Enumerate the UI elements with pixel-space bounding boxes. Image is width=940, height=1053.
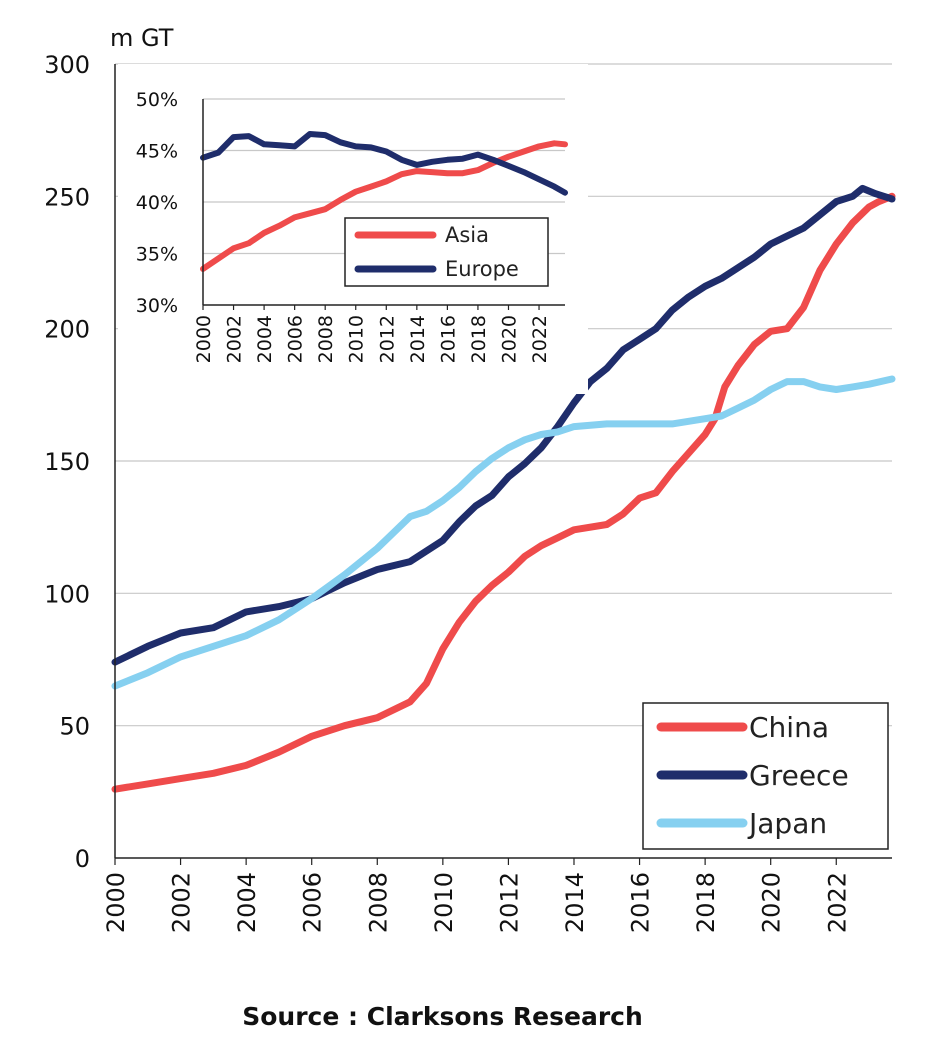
- x-tick-label: 2000: [193, 315, 215, 363]
- x-tick-label: 2004: [254, 315, 276, 363]
- y-tick-label: 200: [44, 316, 90, 344]
- series-line-japan: [111, 375, 896, 690]
- x-tick-label: 2016: [437, 315, 459, 363]
- x-tick-label: 2022: [529, 315, 551, 363]
- main-axes: 0 50 100 150 200 250 300 2000 2002 2004 2006 2008 20…: [44, 51, 892, 933]
- x-tick-label: 2018: [692, 872, 720, 933]
- main-y-axis-unit-label: m GT: [110, 24, 174, 52]
- series-line-china: [111, 192, 896, 793]
- x-tick-label: 2008: [315, 315, 337, 363]
- legend-label-china: China: [749, 711, 829, 744]
- y-tick-label: 50: [59, 713, 90, 741]
- x-tick-label: 2014: [407, 315, 429, 363]
- y-tick-label: 35%: [136, 244, 178, 266]
- y-tick-label: 250: [44, 183, 90, 211]
- legend-label-greece: Greece: [749, 759, 849, 792]
- x-tick-label: 2016: [627, 872, 655, 933]
- source-note: Source : Clarksons Research: [242, 1002, 643, 1031]
- main-series-lines: [111, 184, 896, 793]
- x-tick-label: 2020: [498, 315, 520, 363]
- x-tick-label: 2006: [299, 872, 327, 933]
- x-tick-label: 2020: [758, 872, 786, 933]
- legend-label-europe: Europe: [445, 257, 519, 281]
- inset-legend: Asia Europe: [344, 217, 549, 287]
- y-tick-label: 40%: [136, 192, 178, 214]
- x-tick-label: 2010: [430, 872, 458, 933]
- inset-chart: 30% 35% 40% 45% 50% 2000 2002 2004 2006 2008 2010 2…: [118, 64, 588, 394]
- series-line-asia: [200, 140, 568, 272]
- y-tick-label: 150: [44, 448, 90, 476]
- x-tick-label: 2002: [224, 315, 246, 363]
- y-tick-label: 0: [75, 845, 90, 873]
- legend-label-asia: Asia: [445, 223, 489, 247]
- x-tick-label: 2008: [364, 872, 392, 933]
- y-tick-label: 45%: [136, 141, 178, 163]
- inset-axes: 30% 35% 40% 45% 50% 2000 2002 2004 2006 2008 2010 2…: [136, 89, 565, 363]
- x-tick-label: 2018: [468, 315, 490, 363]
- x-tick-label: 2014: [561, 872, 589, 933]
- inset-series-lines: [200, 131, 568, 272]
- x-tick-label: 2004: [233, 872, 261, 933]
- x-tick-label: 2012: [376, 315, 398, 363]
- x-tick-label: 2002: [168, 872, 196, 933]
- x-tick-label: 2010: [346, 315, 368, 363]
- y-tick-label: 100: [44, 580, 90, 608]
- x-tick-label: 2000: [102, 872, 130, 933]
- main-legend: China Greece Japan: [642, 702, 889, 850]
- main-chart: 0 50 100 150 200 250 300 2000 2002 2004 2006 2008 20…: [44, 24, 896, 933]
- x-tick-label: 2022: [823, 872, 851, 933]
- y-tick-label: 30%: [136, 295, 178, 317]
- x-tick-label: 2006: [285, 315, 307, 363]
- x-tick-label: 2012: [495, 872, 523, 933]
- series-line-europe: [200, 131, 568, 196]
- y-tick-label: 300: [44, 51, 90, 79]
- y-tick-label: 50%: [136, 89, 178, 111]
- legend-label-japan: Japan: [747, 807, 827, 840]
- legend-box: [344, 217, 549, 287]
